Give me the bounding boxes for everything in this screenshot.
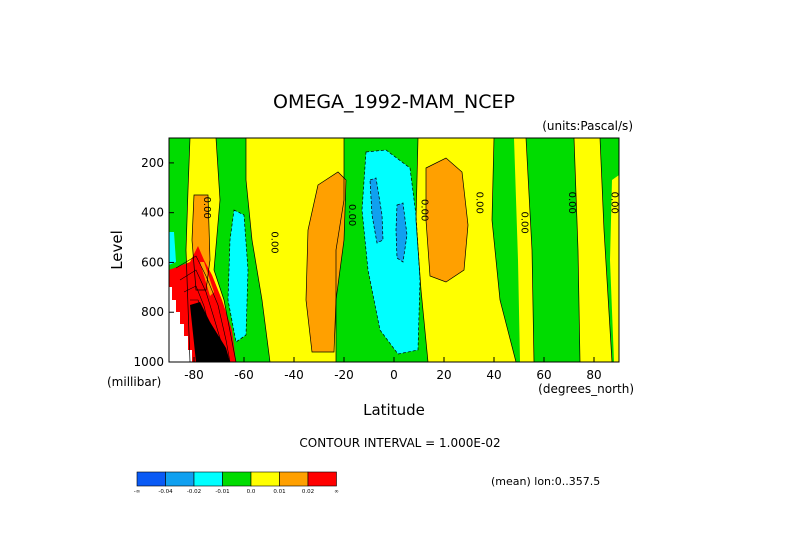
contour-line (190, 299, 215, 362)
y-axis: 200 400 600 800 1000 (133, 156, 174, 369)
contour-line (185, 138, 191, 362)
contour-value-label: 0.00 (474, 192, 485, 214)
contour-value-label: 0.00 (346, 204, 357, 226)
region-extreme (190, 302, 230, 362)
y-tick-label: 1000 (133, 355, 164, 369)
x-tick-label: -40 (284, 368, 304, 382)
colorbar-swatch (307, 471, 337, 487)
colorbar-label: ∞ (334, 489, 339, 495)
colorbar-swatch (136, 471, 166, 487)
y-units-label: (millibar) (107, 375, 161, 389)
colorbar: -∞ -0.04 -0.02 -0.01 0.0 0.01 0.02 ∞ (134, 471, 339, 495)
x-axis-title: Latitude (363, 401, 425, 419)
colorbar-swatch (165, 471, 195, 487)
contour-line-negative (369, 177, 384, 244)
contour-line (245, 138, 271, 362)
contour-line (213, 138, 237, 362)
colorbar-label: 0.01 (273, 489, 285, 495)
x-tick-label: 40 (486, 368, 501, 382)
x-tick-label: 60 (536, 368, 551, 382)
region-strong-positive (169, 246, 236, 362)
region-strong-negative (370, 178, 383, 243)
dense-contours (175, 255, 231, 362)
colorbar-label: -0.02 (187, 489, 201, 495)
x-tick-label: -60 (234, 368, 254, 382)
contour-line-negative (227, 209, 249, 343)
y-tick-label: 200 (141, 156, 164, 170)
colorbar-swatch (279, 471, 309, 487)
x-tick-label: 0 (390, 368, 398, 382)
contour-value-label: 0.00 (419, 199, 430, 221)
region-positive (426, 158, 468, 282)
colorbar-label: -∞ (134, 489, 141, 495)
y-tick-label: 600 (141, 255, 164, 269)
contour-value-label: 0.00 (609, 192, 620, 214)
negative-contour-lines (227, 149, 421, 355)
contour-line (179, 269, 225, 362)
units-label: (units:Pascal/s) (542, 119, 633, 133)
contour-line-negative (361, 149, 421, 355)
region-weak-positive (610, 175, 619, 362)
region-strong-negative (396, 203, 407, 262)
x-tick-label: 80 (586, 368, 601, 382)
colorbar-swatch (222, 471, 252, 487)
contour-fill-layer (169, 138, 619, 362)
contour-line-negative (395, 202, 408, 263)
region-negative (169, 232, 176, 265)
contour-line (175, 255, 231, 362)
contour-line (183, 285, 217, 362)
colorbar-swatch (193, 471, 223, 487)
contour-value-label: 0.00 (566, 192, 577, 214)
colorbar-swatch (250, 471, 280, 487)
contour-line (191, 194, 211, 291)
contour-line (573, 138, 581, 362)
contour-line (525, 138, 535, 362)
region-weak-positive (574, 138, 612, 362)
chart-title: OMEGA_1992-MAM_NCEP (273, 91, 515, 113)
region-missing (169, 287, 192, 362)
contour-line (425, 157, 469, 283)
contour-label-layer: 0.00 0.00 0.00 0.00 0.00 0.00 0.00 0.00 (201, 192, 620, 254)
y-axis-title: Level (108, 230, 126, 270)
x-axis: -80 -60 -40 -20 0 20 40 60 80 (184, 357, 602, 382)
region-positive (306, 172, 346, 352)
x-tick-label: -80 (184, 368, 204, 382)
contour-value-label: 0.00 (519, 211, 530, 233)
y-tick-label: 400 (141, 206, 164, 220)
contour-value-label: 0.00 (201, 197, 212, 219)
colorbar-label: -0.04 (158, 489, 173, 495)
contour-line (305, 171, 347, 353)
x-units-label: (degrees_north) (538, 382, 634, 396)
contour-interval-text: CONTOUR INTERVAL = 1.000E-02 (299, 436, 500, 450)
region-negative (228, 210, 248, 342)
mean-longitude-text: (mean) lon:0..357.5 (491, 475, 600, 488)
y-tick-label: 800 (141, 305, 164, 319)
contour-line (599, 138, 613, 362)
contour-value-label: 0.00 (269, 231, 280, 253)
colorbar-label: 0.02 (302, 489, 314, 495)
contour-line (491, 138, 517, 362)
colorbar-label: 0.0 (247, 489, 256, 495)
colorbar-label: -0.01 (215, 489, 229, 495)
x-tick-label: 20 (436, 368, 451, 382)
x-tick-label: -20 (334, 368, 354, 382)
